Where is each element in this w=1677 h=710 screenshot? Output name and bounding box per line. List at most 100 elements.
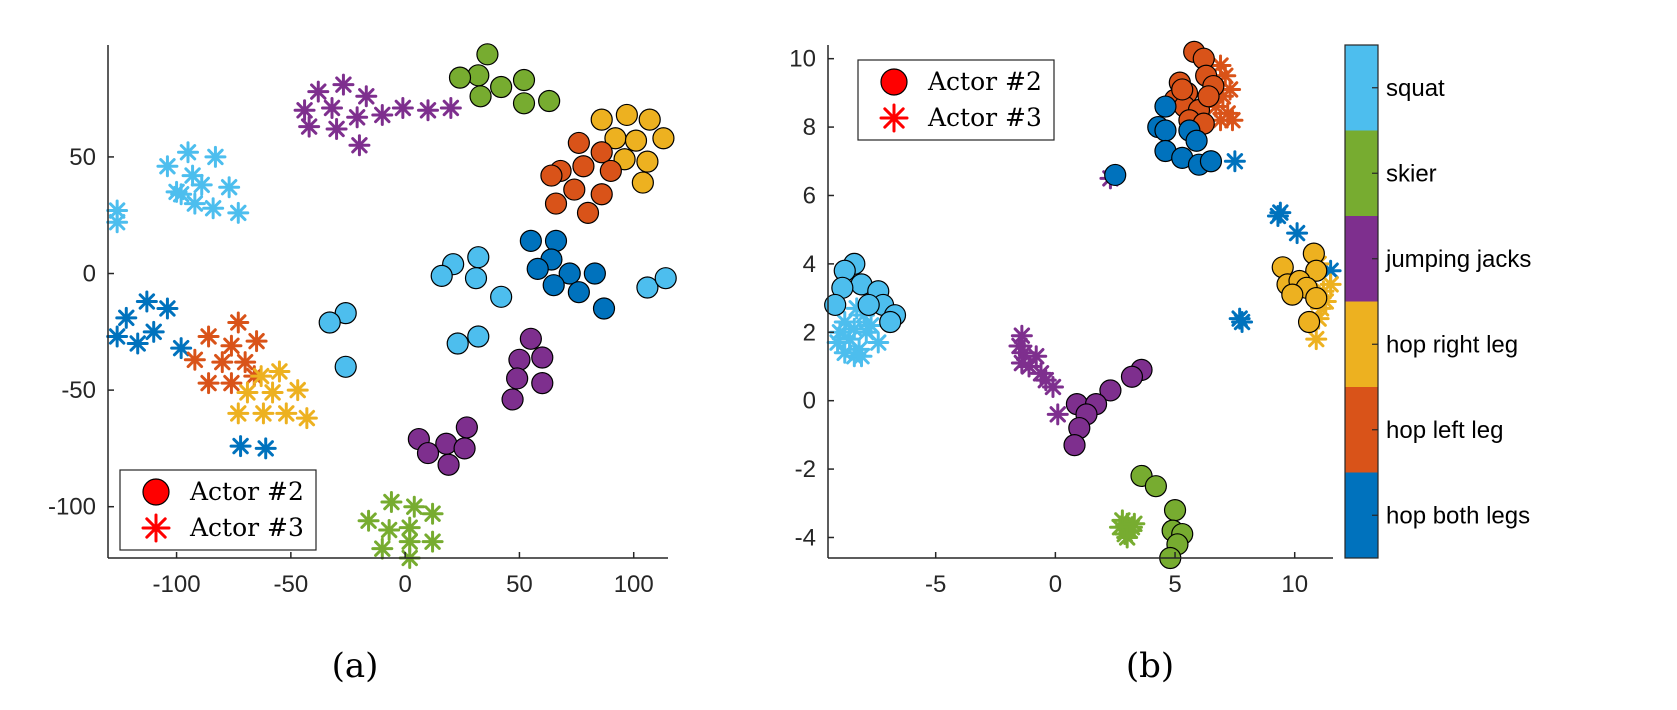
data-point-asterisk (371, 537, 394, 560)
data-point-circle (590, 141, 613, 164)
data-point-circle (416, 441, 440, 465)
data-point-circle (824, 293, 847, 317)
y-tick-label: 6 (803, 182, 816, 209)
legend-asterisk-marker (141, 513, 171, 543)
data-point-asterisk (332, 73, 355, 96)
data-point-circle (654, 267, 677, 290)
x-tick-label: 10 (1281, 571, 1308, 598)
data-point-asterisk (202, 197, 225, 220)
data-point-asterisk (355, 85, 378, 108)
legend-circle-marker (880, 68, 908, 96)
data-point-circle (464, 267, 488, 290)
colorbar-label: squat (1386, 75, 1445, 102)
data-point-asterisk (403, 495, 426, 518)
data-point-asterisk (357, 509, 380, 532)
colorbar-frame (1344, 44, 1379, 559)
data-point-circle (1104, 163, 1127, 187)
data-point-asterisk (421, 502, 444, 525)
colorbar: squat skier jumping jacks hop right leg hop … (1344, 44, 1531, 559)
data-point-asterisk (378, 519, 401, 542)
data-point-asterisk (325, 117, 348, 140)
data-point-circle (563, 178, 586, 201)
panel-b-axes: -5 0 5 10 10 8 6 4 2 0 -2 -4 (789, 45, 1333, 598)
data-point-circle (437, 453, 460, 476)
data-point-asterisk (229, 435, 252, 458)
data-point-asterisk (227, 402, 250, 425)
data-point-asterisk (261, 381, 284, 404)
data-point-asterisk (220, 334, 243, 357)
data-point-circle (318, 311, 341, 334)
data-point-asterisk (177, 141, 199, 164)
data-point-circle (519, 229, 542, 252)
data-point-asterisk (204, 145, 227, 168)
data-point-circle (512, 92, 536, 115)
legend-circle-marker (142, 478, 170, 506)
data-point-circle (1297, 310, 1321, 334)
data-point-circle (1063, 434, 1086, 457)
y-tick-label: 50 (69, 144, 96, 171)
legend-asterisk-marker (879, 103, 909, 133)
data-point-circle (857, 293, 880, 317)
data-point-asterisk (348, 134, 371, 157)
data-point-asterisk (1010, 352, 1033, 375)
y-tick-label: 4 (803, 251, 816, 278)
data-point-circle (592, 297, 616, 320)
data-point-asterisk (298, 115, 321, 138)
data-point-asterisk (867, 331, 890, 354)
data-point-asterisk (421, 530, 444, 553)
data-point-circle (1199, 150, 1223, 173)
data-point-asterisk (236, 381, 259, 404)
x-tick-label: 0 (398, 571, 411, 598)
x-tick-label: -50 (274, 571, 309, 598)
y-tick-label: 8 (803, 114, 816, 141)
data-point-asterisk (275, 402, 298, 425)
data-point-circle (558, 262, 581, 285)
data-point-asterisk (1223, 150, 1246, 173)
panel-b-scatter: -5 0 5 10 10 8 6 4 2 0 -2 -4 Actor #2 Actor #3 (b) (789, 40, 1342, 686)
data-point-circle (469, 85, 492, 108)
data-point-circle (476, 43, 499, 66)
data-point-circle (490, 75, 513, 99)
panel-a-label: (a) (332, 646, 379, 686)
data-point-circle (1120, 365, 1144, 388)
x-tick-label: -100 (153, 571, 201, 598)
x-tick-label: 100 (614, 571, 654, 598)
data-point-asterisk (268, 360, 291, 383)
panel-a-legend: Actor #2 Actor #3 (119, 469, 317, 551)
data-point-circle (576, 201, 600, 224)
data-point-circle (490, 285, 513, 308)
panel-b-label: (b) (1126, 646, 1174, 686)
data-point-asterisk (234, 351, 257, 374)
data-point-circle (572, 155, 595, 178)
data-point-circle (544, 229, 568, 252)
x-tick-label: 50 (506, 571, 533, 598)
data-point-circle (631, 171, 654, 194)
data-point-circle (544, 192, 568, 215)
legend-label: Actor #3 (927, 103, 1042, 132)
data-point-circle (599, 159, 622, 183)
y-tick-label: -2 (795, 456, 816, 483)
data-point-asterisk (227, 311, 250, 334)
data-point-asterisk (1266, 205, 1289, 227)
data-point-circle (430, 264, 453, 287)
data-point-circle (501, 388, 524, 411)
legend-label: Actor #2 (927, 67, 1042, 96)
y-tick-label: -50 (61, 377, 96, 404)
data-point-asterisk (218, 176, 241, 199)
data-point-circle (590, 108, 613, 131)
panel-a-scatter: -100 -50 0 50 100 50 0 -50 -100 Actor #2 Actor #3… (48, 43, 677, 686)
data-point-asterisk (850, 345, 873, 368)
y-tick-label: -100 (48, 494, 96, 521)
data-point-circle (567, 131, 590, 155)
data-point-asterisk (321, 96, 343, 119)
data-point-asterisk (156, 297, 179, 320)
data-point-asterisk (1046, 403, 1069, 426)
data-point-asterisk (126, 332, 149, 355)
y-tick-label: 2 (803, 319, 816, 346)
data-point-asterisk (220, 372, 243, 395)
colorbar-label: hop right leg (1386, 331, 1518, 358)
data-point-asterisk (181, 164, 204, 187)
data-point-circle (615, 103, 638, 127)
data-point-asterisk (380, 491, 403, 514)
data-point-asterisk (165, 180, 188, 203)
